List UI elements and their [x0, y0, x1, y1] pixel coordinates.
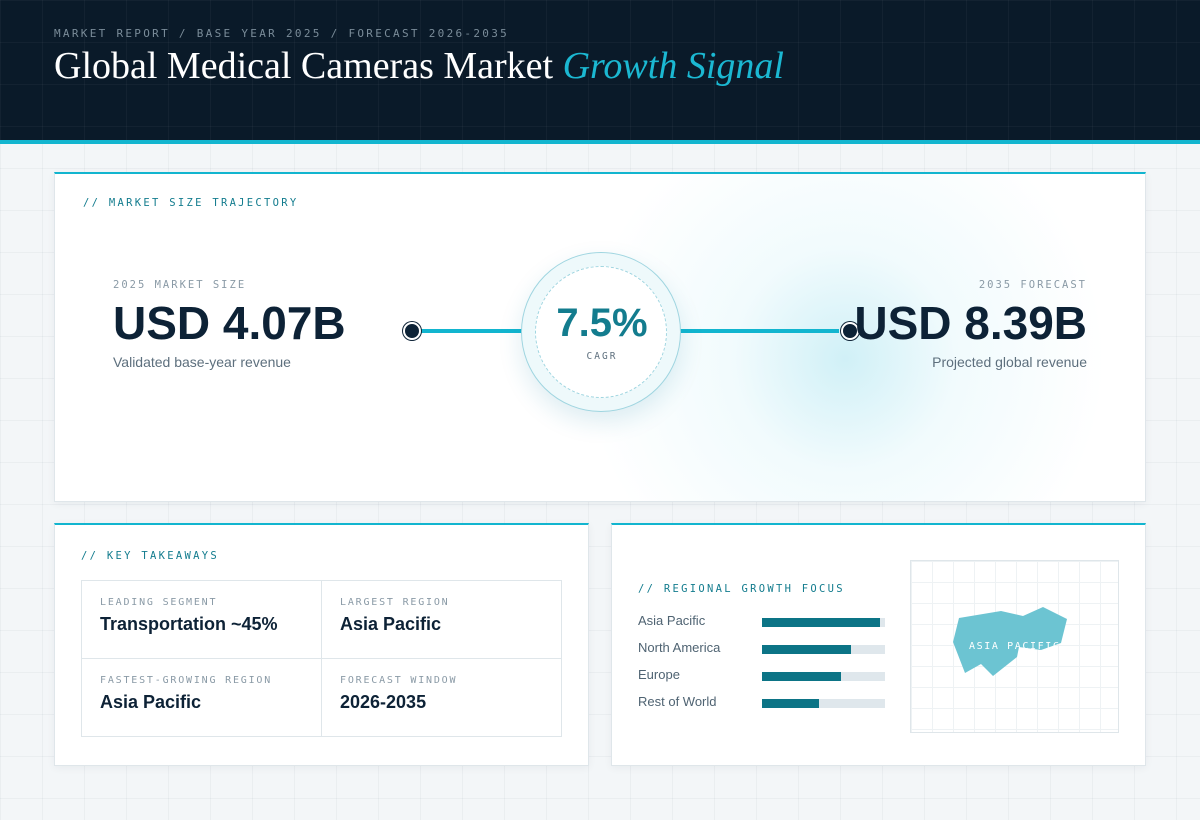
region-row: Asia Pacific — [638, 613, 888, 631]
region-bar-fill — [762, 618, 881, 627]
base-size-label: 2025 MARKET SIZE — [113, 279, 247, 291]
forecast-size-caption: Projected global revenue — [932, 354, 1087, 370]
takeaway-cell: LEADING SEGMENT Transportation ~45% — [82, 581, 322, 659]
forecast-size-label: 2035 FORECAST — [978, 279, 1087, 291]
cagr-label: CAGR — [586, 351, 618, 362]
takeaway-label: LEADING SEGMENT — [100, 597, 218, 608]
region-name: Europe — [638, 667, 680, 682]
report-eyebrow: MARKET REPORT / BASE YEAR 2025 / FORECAS… — [54, 27, 510, 40]
page-title: Global Medical Cameras Market Growth Sig… — [54, 44, 784, 88]
region-name: North America — [638, 640, 721, 655]
region-row: Rest of World — [638, 694, 888, 712]
takeaway-cell: LARGEST REGION Asia Pacific — [322, 581, 562, 659]
region-bar-fill — [762, 699, 819, 708]
cagr-value: 7.5% — [556, 301, 648, 345]
takeaway-label: LARGEST REGION — [340, 597, 450, 608]
region-bar-track — [762, 699, 885, 708]
trajectory-end-dot — [841, 322, 859, 340]
region-bar-track — [762, 645, 885, 654]
region-name: Asia Pacific — [638, 613, 706, 628]
asia-pacific-region-shape — [953, 607, 1067, 676]
trajectory-card-label: // MARKET SIZE TRAJECTORY — [83, 197, 299, 209]
takeaway-label: FASTEST-GROWING REGION — [100, 675, 273, 686]
cagr-ring: 7.5% CAGR — [521, 252, 681, 412]
region-row: North America — [638, 640, 888, 658]
cagr-inner-ring: 7.5% CAGR — [535, 266, 667, 398]
takeaway-value: Asia Pacific — [340, 614, 442, 634]
region-map: ASIA PACIFIC — [910, 560, 1119, 733]
takeaway-value: Transportation ~45% — [100, 614, 278, 634]
trajectory-start-dot — [403, 322, 421, 340]
trajectory-line-left — [419, 329, 529, 333]
takeaway-value: Asia Pacific — [100, 692, 202, 712]
takeaways-grid: LEADING SEGMENT Transportation ~45% LARG… — [81, 580, 562, 737]
asia-pacific-map-shape — [953, 607, 1067, 676]
takeaway-cell: FASTEST-GROWING REGION Asia Pacific — [82, 659, 322, 737]
regional-growth-card: // REGIONAL GROWTH FOCUS Asia Pacific No… — [611, 523, 1146, 766]
title-accent: Growth Signal — [562, 45, 784, 87]
report-header: MARKET REPORT / BASE YEAR 2025 / FORECAS… — [0, 0, 1200, 144]
region-bar-fill — [762, 645, 851, 654]
trajectory-line-right — [669, 329, 839, 333]
takeaways-card-label: // KEY TAKEAWAYS — [81, 550, 219, 562]
market-size-trajectory-card: // MARKET SIZE TRAJECTORY 2025 MARKET SI… — [54, 172, 1146, 502]
region-bar-track — [762, 672, 885, 681]
forecast-size-value: USD 8.39B — [854, 297, 1087, 349]
region-bar-track — [762, 618, 885, 627]
region-bar-fill — [762, 672, 841, 681]
takeaway-cell: FORECAST WINDOW 2026-2035 — [322, 659, 562, 737]
map-region-label: ASIA PACIFIC — [969, 641, 1061, 652]
takeaway-value: 2026-2035 — [340, 692, 427, 712]
key-takeaways-card: // KEY TAKEAWAYS LEADING SEGMENT Transpo… — [54, 523, 589, 766]
base-size-caption: Validated base-year revenue — [113, 354, 291, 370]
base-size-value: USD 4.07B — [113, 297, 346, 349]
region-name: Rest of World — [638, 694, 717, 709]
takeaway-label: FORECAST WINDOW — [340, 675, 458, 686]
region-row: Europe — [638, 667, 888, 685]
title-main: Global Medical Cameras Market — [54, 45, 554, 87]
regional-card-label: // REGIONAL GROWTH FOCUS — [638, 583, 845, 595]
